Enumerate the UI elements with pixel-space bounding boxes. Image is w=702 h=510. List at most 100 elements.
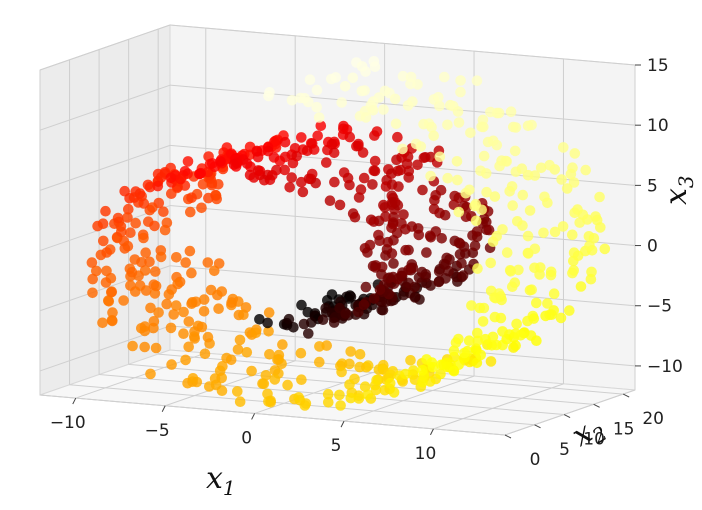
- data-point: [234, 334, 246, 346]
- data-point: [440, 259, 451, 270]
- data-point: [100, 205, 111, 217]
- x2-tick-label: 0: [530, 450, 541, 470]
- data-point: [568, 247, 580, 258]
- data-point: [98, 235, 109, 247]
- data-point: [379, 202, 391, 213]
- data-point: [353, 306, 364, 318]
- data-point: [282, 379, 293, 391]
- data-point: [252, 151, 264, 163]
- data-point: [214, 365, 226, 377]
- data-point: [370, 384, 382, 396]
- data-point: [351, 140, 362, 152]
- data-point: [418, 118, 429, 130]
- data-point: [328, 147, 340, 159]
- data-point: [246, 365, 257, 377]
- data-point: [369, 61, 381, 72]
- x2-tick-label: 20: [642, 409, 664, 429]
- data-point: [356, 61, 368, 72]
- data-point: [287, 157, 299, 169]
- data-point: [538, 227, 549, 239]
- data-point: [328, 317, 340, 328]
- x2-tick-label: 10: [583, 430, 605, 450]
- data-point: [564, 305, 575, 316]
- data-point: [182, 156, 194, 167]
- data-point: [544, 309, 555, 321]
- data-point: [471, 357, 483, 369]
- data-point: [362, 360, 374, 371]
- data-point: [276, 358, 287, 370]
- data-point: [555, 312, 567, 324]
- data-point: [474, 302, 486, 314]
- data-point: [158, 206, 169, 217]
- data-point: [87, 273, 98, 285]
- data-point: [216, 286, 228, 297]
- data-point: [259, 174, 270, 186]
- data-point: [138, 232, 149, 244]
- data-point: [284, 182, 296, 193]
- grid-x1-floor: [433, 383, 564, 430]
- data-point: [480, 168, 492, 179]
- data-point: [420, 152, 431, 163]
- data-point: [353, 393, 365, 404]
- data-point: [403, 172, 415, 183]
- x1-tick-mark: [161, 405, 166, 412]
- data-point: [314, 341, 325, 352]
- data-point: [489, 311, 501, 323]
- data-point: [390, 118, 402, 130]
- data-point: [183, 316, 195, 327]
- data-point: [398, 209, 409, 220]
- data-point: [565, 168, 577, 180]
- data-point: [112, 212, 124, 224]
- data-point: [279, 164, 291, 176]
- data-point: [187, 373, 199, 384]
- data-point: [483, 224, 495, 236]
- data-point: [210, 379, 222, 391]
- data-point: [417, 376, 428, 388]
- data-point: [107, 307, 118, 318]
- data-point: [185, 206, 196, 218]
- data-point: [313, 112, 325, 123]
- data-point: [199, 348, 211, 360]
- data-point: [511, 318, 522, 330]
- data-point: [97, 317, 108, 329]
- data-point: [152, 180, 164, 192]
- data-point: [382, 236, 394, 248]
- grid-x3-side: [39, 84, 171, 131]
- data-point: [405, 71, 417, 83]
- data-point: [465, 127, 476, 139]
- x3-tick-label: −5: [647, 297, 672, 317]
- data-point: [400, 368, 411, 380]
- data-point: [101, 247, 112, 258]
- data-point: [296, 132, 307, 143]
- data-point: [153, 307, 164, 318]
- data-point: [417, 184, 428, 196]
- grid-x3-back: [169, 24, 636, 66]
- grid-x3-side: [39, 144, 171, 191]
- x2-tick-label: 15: [613, 419, 635, 439]
- data-point: [206, 177, 218, 189]
- x2-axis-line: [504, 389, 636, 436]
- data-point: [184, 245, 196, 257]
- grid-x1-floor: [254, 367, 385, 414]
- data-point: [556, 174, 567, 185]
- data-point: [92, 220, 103, 232]
- x2-tick-mark: [534, 424, 541, 429]
- data-point: [234, 396, 246, 408]
- x1-axis-line: [39, 394, 506, 436]
- data-point: [408, 365, 419, 376]
- data-point: [326, 73, 337, 85]
- data-point: [86, 257, 98, 268]
- x2-tick-mark: [622, 393, 630, 398]
- data-point: [477, 316, 489, 327]
- data-point: [279, 136, 291, 148]
- data-point: [476, 121, 487, 133]
- data-point: [523, 248, 534, 259]
- data-point: [469, 240, 481, 251]
- data-point: [232, 386, 243, 397]
- data-point: [448, 345, 460, 357]
- data-point: [129, 254, 141, 265]
- data-point: [542, 298, 553, 309]
- data-point: [548, 288, 560, 300]
- data-point: [526, 119, 537, 131]
